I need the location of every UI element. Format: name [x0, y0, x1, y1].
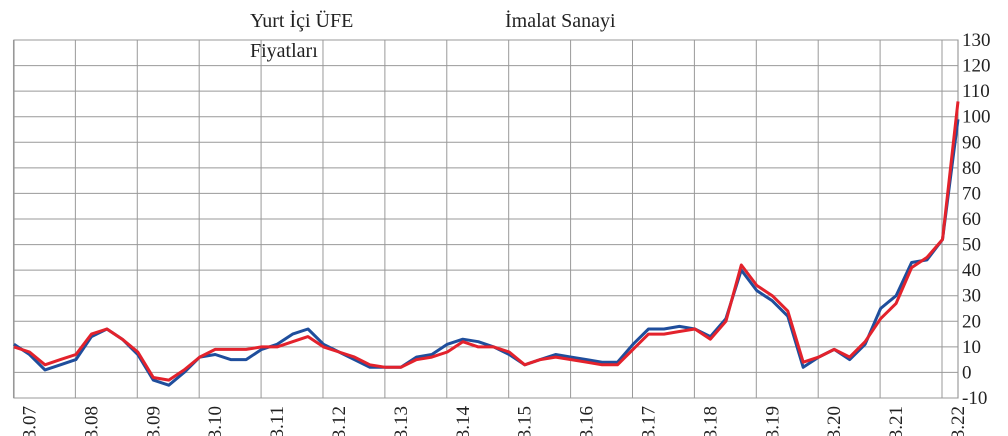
x-tick-label: 03.19 [762, 406, 783, 436]
x-tick-label: 03.11 [267, 406, 288, 436]
y-tick-label: 110 [962, 81, 990, 102]
y-tick-label: 30 [962, 286, 981, 307]
x-tick-label: 03.20 [824, 406, 845, 436]
x-tick-label: 03.22 [948, 406, 969, 436]
y-tick-label: 50 [962, 235, 981, 256]
y-tick-label: 120 [962, 56, 991, 77]
x-tick-label: 03.15 [515, 406, 536, 436]
legend-entry: İmalat Sanayi [505, 10, 616, 32]
y-tick-label: 90 [962, 132, 981, 153]
x-tick-label: 03.17 [638, 406, 659, 436]
x-tick-label: 03.07 [19, 406, 40, 436]
y-tick-label: 100 [962, 107, 991, 128]
series-line [13, 119, 960, 387]
y-tick-label: 60 [962, 209, 981, 230]
x-tick-label: 03.09 [143, 406, 164, 436]
y-tick-label: 70 [962, 183, 981, 204]
y-tick-label: 10 [962, 337, 981, 358]
x-tick-label: 03.16 [577, 406, 598, 436]
x-tick-label: 03.14 [453, 406, 474, 436]
x-tick-label: 03.21 [886, 406, 907, 436]
y-tick-label: 20 [962, 311, 981, 332]
legend-entry: Yurt İçi ÜFE Fiyatları [250, 10, 354, 62]
y-tick-label: 40 [962, 260, 981, 281]
y-tick-label: -10 [962, 388, 987, 409]
x-tick-label: 03.18 [700, 406, 721, 436]
x-tick-label: 03.13 [391, 406, 412, 436]
y-tick-label: 130 [962, 30, 991, 51]
x-tick-label: 03.10 [205, 406, 226, 436]
y-tick-label: 80 [962, 158, 981, 179]
y-tick-label: 0 [962, 362, 972, 383]
x-tick-label: 03.08 [81, 406, 102, 436]
series-line [13, 101, 960, 382]
x-tick-label: 03.12 [329, 406, 350, 436]
